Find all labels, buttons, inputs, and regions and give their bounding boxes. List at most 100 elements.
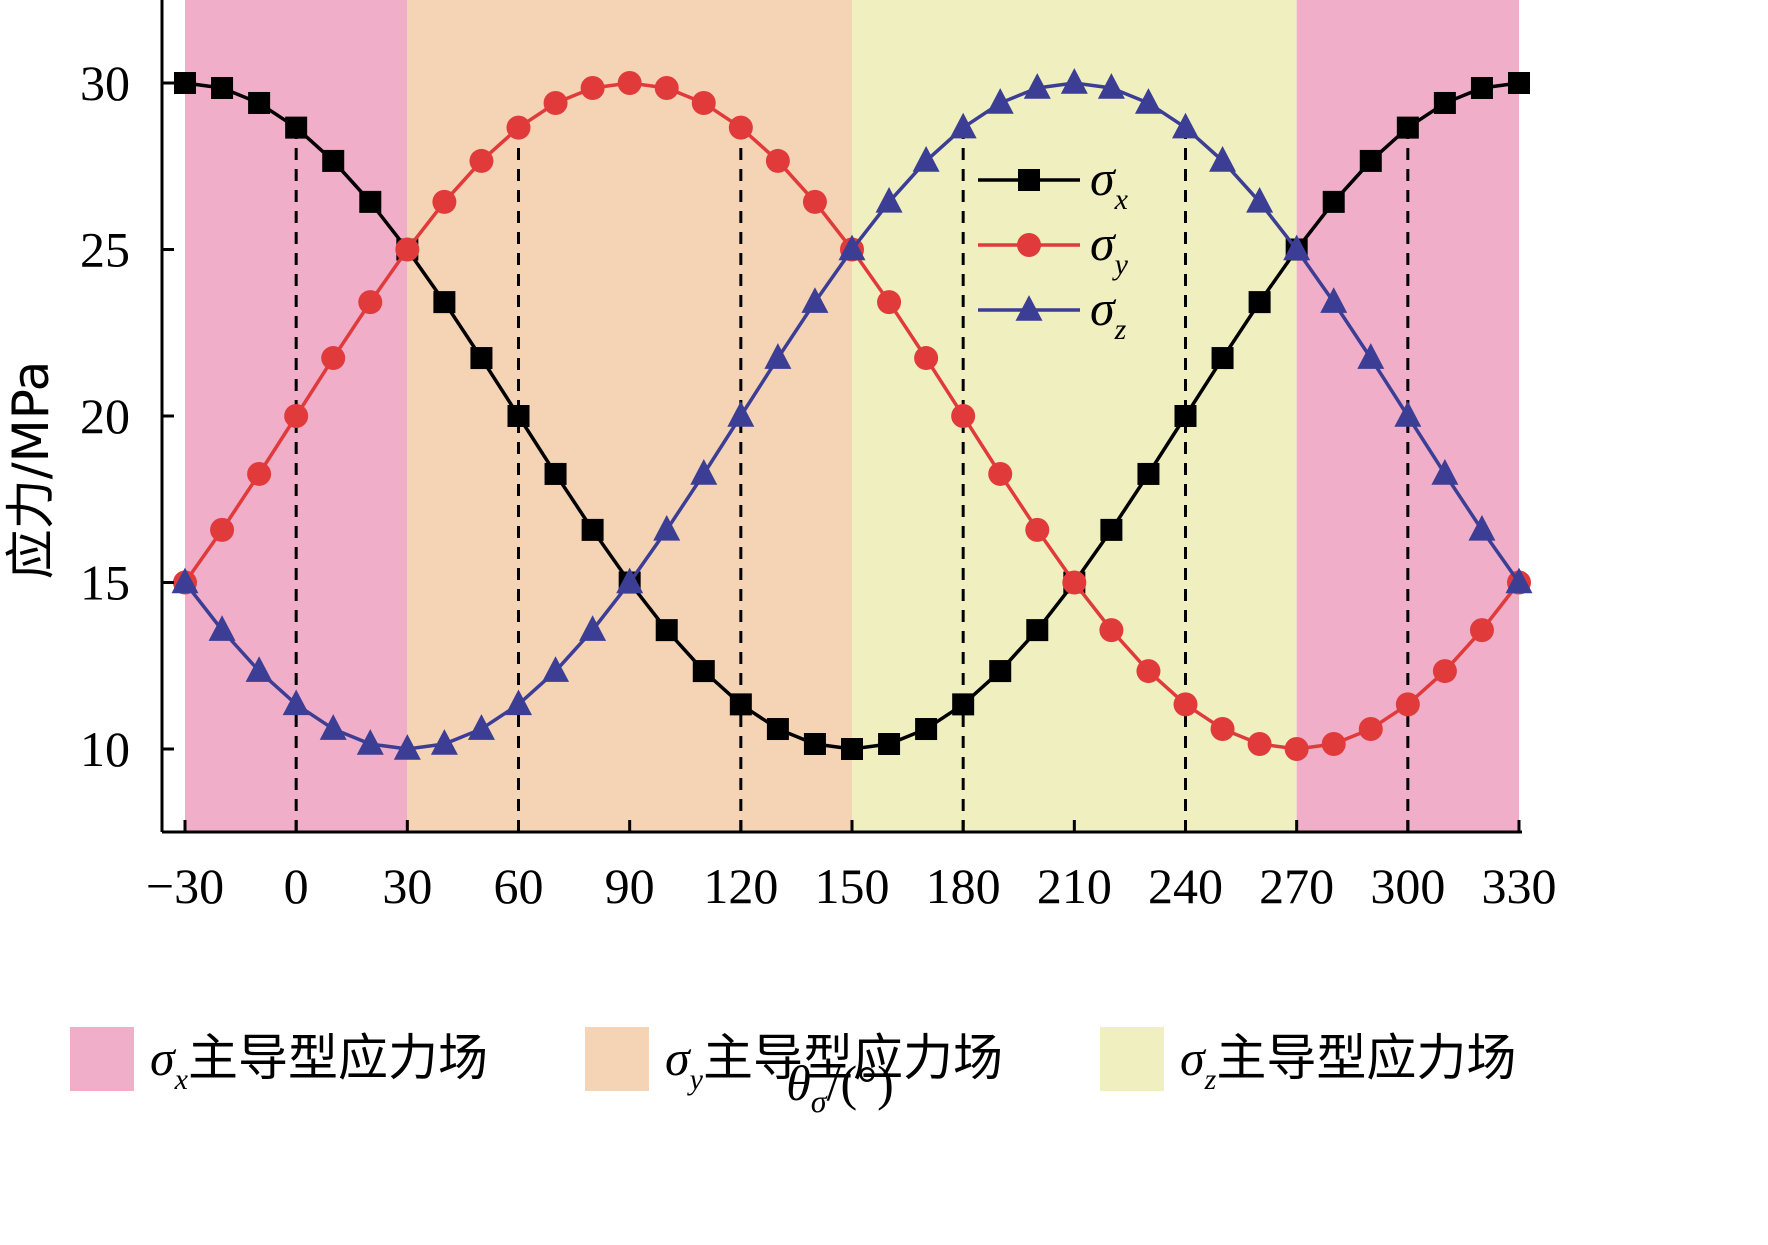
x-tick-label-270: 270: [1259, 858, 1334, 914]
x-tick-labels: −30 0 30 60 90 120 150 180 210 240 270 300 330: [146, 858, 1557, 914]
x-tick-label-330: 330: [1482, 858, 1557, 914]
y-tick-label-10: 10: [80, 721, 130, 777]
point-z-130: [764, 343, 792, 369]
point-z-180: [949, 112, 977, 139]
point-x-60: [507, 405, 530, 427]
point-z-330: [1505, 567, 1533, 594]
point-y-50: [469, 148, 494, 173]
axes: [160, 0, 1522, 834]
point-x-110: [692, 660, 715, 683]
point-z-110: [690, 459, 718, 485]
point-x-170: [915, 718, 938, 741]
x-tick-label-0: 0: [284, 858, 309, 914]
point-y-20: [358, 290, 383, 315]
x-tick-label-30: 30: [382, 858, 432, 914]
point-z-90: [616, 567, 644, 594]
point-y-290: [1358, 717, 1383, 742]
dashed-reference-lines: [294, 120, 1410, 832]
point-x-190: [989, 660, 1012, 683]
x-tick-label-120: 120: [703, 858, 778, 914]
region-2: [852, 0, 1297, 832]
point-z-30: [393, 734, 421, 760]
point-y-0: [284, 404, 309, 428]
legend-label-x: σx: [1090, 150, 1129, 216]
point-z-0: [282, 689, 310, 716]
point-y-100: [654, 75, 679, 100]
region-legend-swatch-y: [585, 1027, 649, 1091]
point-x-120: [729, 693, 752, 716]
point-x-100: [655, 619, 678, 642]
point-y-80: [580, 75, 605, 100]
point-z-120: [727, 401, 755, 427]
region-legend-swatch-z: [1100, 1027, 1164, 1091]
point-x-0: [285, 116, 308, 139]
region-1: [407, 0, 852, 832]
point-x-310: [1433, 91, 1456, 114]
legend-label-y: σy: [1090, 215, 1129, 281]
point-z-280: [1320, 287, 1348, 313]
x-tick-label--30: −30: [146, 858, 224, 914]
point-z-60: [505, 689, 532, 716]
point-y-10: [321, 346, 346, 371]
point-z-240: [1172, 112, 1199, 139]
stress-field-regions: [185, 0, 1519, 832]
point-z-100: [653, 515, 681, 541]
region-legend-item-y: σy主导型应力场: [585, 1027, 1003, 1096]
point-x-230: [1137, 462, 1160, 485]
point-y-210: [1062, 570, 1087, 595]
y-tick-label-25: 25: [80, 222, 130, 278]
region-legend-label-y: σy主导型应力场: [665, 1029, 1003, 1096]
point-y-60: [506, 115, 531, 140]
point-z-320: [1468, 515, 1496, 541]
point-z--10: [245, 656, 273, 682]
point-x-130: [766, 718, 789, 741]
region-legend-label-x: σx主导型应力场: [150, 1029, 488, 1096]
point-z-40: [430, 729, 458, 755]
point-y-320: [1469, 618, 1494, 643]
point-z-80: [579, 615, 607, 641]
point-z-140: [801, 287, 829, 313]
point-z-270: [1283, 234, 1311, 261]
point-z-10: [319, 714, 347, 740]
x-tick-label-240: 240: [1148, 858, 1223, 914]
point-z-170: [912, 146, 940, 172]
point-y-310: [1432, 659, 1457, 684]
y-tick-label-30: 30: [80, 55, 130, 111]
point-z-150: [838, 234, 866, 261]
point-z-160: [875, 187, 903, 213]
point-y-280: [1321, 732, 1346, 757]
region-legend: σx主导型应力场 σy主导型应力场 σz主导型应力场: [70, 1027, 1516, 1096]
point-z-300: [1394, 401, 1422, 427]
point-y-110: [691, 90, 716, 115]
point-x-10: [322, 149, 345, 172]
point-x-80: [581, 518, 604, 541]
point-y-30: [395, 237, 420, 262]
point-z-250: [1209, 146, 1237, 172]
point-z-260: [1246, 187, 1274, 213]
point-x-200: [1026, 619, 1049, 642]
legend-marker-x: [1018, 169, 1040, 191]
point-y-130: [765, 148, 790, 173]
x-tick-label-180: 180: [926, 858, 1001, 914]
legend-label-z: σz: [1090, 280, 1127, 346]
series-z: [171, 68, 1533, 760]
legend-marker-z: [1015, 295, 1043, 321]
legend-marker-y: [1017, 233, 1041, 257]
point-y--10: [247, 461, 272, 486]
point-y-70: [543, 90, 568, 115]
region-legend-label-z: σz主导型应力场: [1180, 1029, 1516, 1096]
point-x-160: [878, 733, 901, 756]
x-tick-label-210: 210: [1037, 858, 1112, 914]
point-z-20: [356, 729, 384, 755]
point-x-280: [1322, 190, 1345, 213]
point-y-300: [1395, 692, 1420, 717]
data-series: [171, 68, 1533, 761]
y-tick-label-20: 20: [80, 388, 130, 444]
point-x-70: [544, 462, 567, 485]
point-x-320: [1470, 76, 1493, 99]
point-y-170: [914, 346, 939, 371]
point-x-290: [1359, 149, 1382, 172]
point-z--30: [171, 567, 199, 594]
